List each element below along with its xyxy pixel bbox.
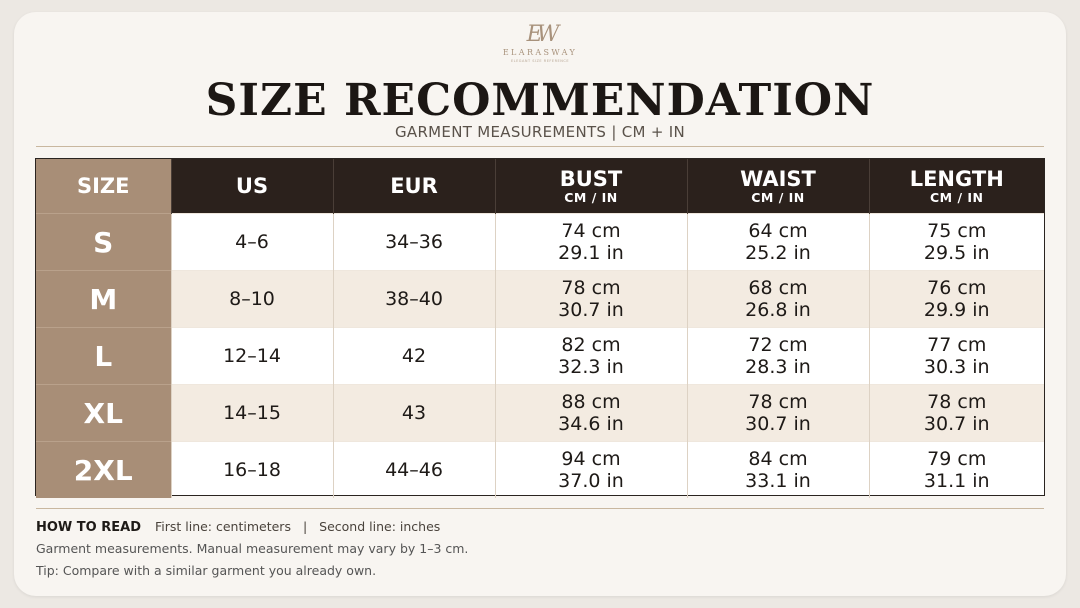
- size-cell: S: [36, 213, 171, 271]
- bust-cell: 82 cm 32.3 in: [494, 327, 687, 385]
- bust-cell: 74 cm 29.1 in: [494, 213, 687, 271]
- us-cell: 8–10: [170, 270, 333, 328]
- header-waist: WAIST CM / IN: [686, 159, 869, 214]
- bottom-divider: [36, 508, 1044, 509]
- header-eur: EUR: [332, 159, 495, 214]
- header-bust: BUST CM / IN: [494, 159, 687, 214]
- measurement-disclaimer: Garment measurements. Manual measurement…: [36, 541, 469, 556]
- notes-section: HOW TO READ First line: centimeters | Se…: [36, 517, 1036, 582]
- us-cell: 4–6: [170, 213, 333, 271]
- us-cell: 16–18: [170, 441, 333, 498]
- brand-name: ELARASWAY: [502, 48, 578, 57]
- eur-cell: 34–36: [332, 213, 495, 271]
- length-cell: 78 cm 30.7 in: [868, 384, 1044, 442]
- eur-cell: 43: [332, 384, 495, 442]
- us-cell: 12–14: [170, 327, 333, 385]
- waist-cell: 64 cm 25.2 in: [686, 213, 869, 271]
- header-us: US: [170, 159, 333, 214]
- length-cell: 76 cm 29.9 in: [868, 270, 1044, 328]
- table-row: XL 14–15 43 88 cm 34.6 in 78 cm 30.7 in 78…: [36, 384, 1044, 442]
- top-divider: [36, 146, 1044, 147]
- first-line-note: First line: centimeters: [154, 519, 291, 534]
- table-row: 2XL 16–18 44–46 94 cm 37.0 in 84 cm 33.1 i…: [36, 441, 1044, 498]
- table-row: M 8–10 38–40 78 cm 30.7 in 68 cm 26.8 in 7…: [36, 270, 1044, 328]
- eur-cell: 44–46: [332, 441, 495, 498]
- waist-cell: 72 cm 28.3 in: [686, 327, 869, 385]
- size-table: SIZE US EUR BUST CM / IN WAIST CM / IN L: [35, 158, 1045, 498]
- waist-cell: 78 cm 30.7 in: [686, 384, 869, 442]
- table-row: L 12–14 42 82 cm 32.3 in 72 cm 28.3 in 77 …: [36, 327, 1044, 385]
- brand-monogram: EW: [526, 22, 560, 47]
- bust-cell: 94 cm 37.0 in: [494, 441, 687, 498]
- table-header-row: SIZE US EUR BUST CM / IN WAIST CM / IN L: [36, 159, 1044, 214]
- us-cell: 14–15: [170, 384, 333, 442]
- bust-cell: 88 cm 34.6 in: [494, 384, 687, 442]
- how-to-read-label: HOW TO READ: [36, 520, 141, 535]
- waist-cell: 84 cm 33.1 in: [686, 441, 869, 498]
- brand-tagline: ELEGANT SIZE REFERENCE: [510, 59, 570, 63]
- how-to-read-line: HOW TO READ First line: centimeters | Se…: [36, 517, 1036, 538]
- table-row: S 4–6 34–36 74 cm 29.1 in 64 cm 25.2 in 75…: [36, 213, 1044, 271]
- page-subtitle: GARMENT MEASUREMENTS | CM + IN: [394, 123, 686, 141]
- header-size: SIZE: [36, 159, 171, 214]
- note-separator: |: [302, 519, 308, 534]
- second-line-note: Second line: inches: [319, 519, 441, 534]
- length-cell: 77 cm 30.3 in: [868, 327, 1044, 385]
- fit-tip: Tip: Compare with a similar garment you …: [36, 563, 377, 578]
- eur-cell: 42: [332, 327, 495, 385]
- size-cell: XL: [36, 384, 171, 442]
- bust-cell: 78 cm 30.7 in: [494, 270, 687, 328]
- waist-cell: 68 cm 26.8 in: [686, 270, 869, 328]
- brand-logo: EW ELARASWAY ELEGANT SIZE REFERENCE: [490, 22, 590, 72]
- page-title: SIZE RECOMMENDATION: [205, 75, 875, 126]
- length-cell: 75 cm 29.5 in: [868, 213, 1044, 271]
- size-cell: 2XL: [36, 441, 171, 498]
- header-length: LENGTH CM / IN: [868, 159, 1044, 214]
- length-cell: 79 cm 31.1 in: [868, 441, 1044, 498]
- size-cell: M: [36, 270, 171, 328]
- size-cell: L: [36, 327, 171, 385]
- eur-cell: 38–40: [332, 270, 495, 328]
